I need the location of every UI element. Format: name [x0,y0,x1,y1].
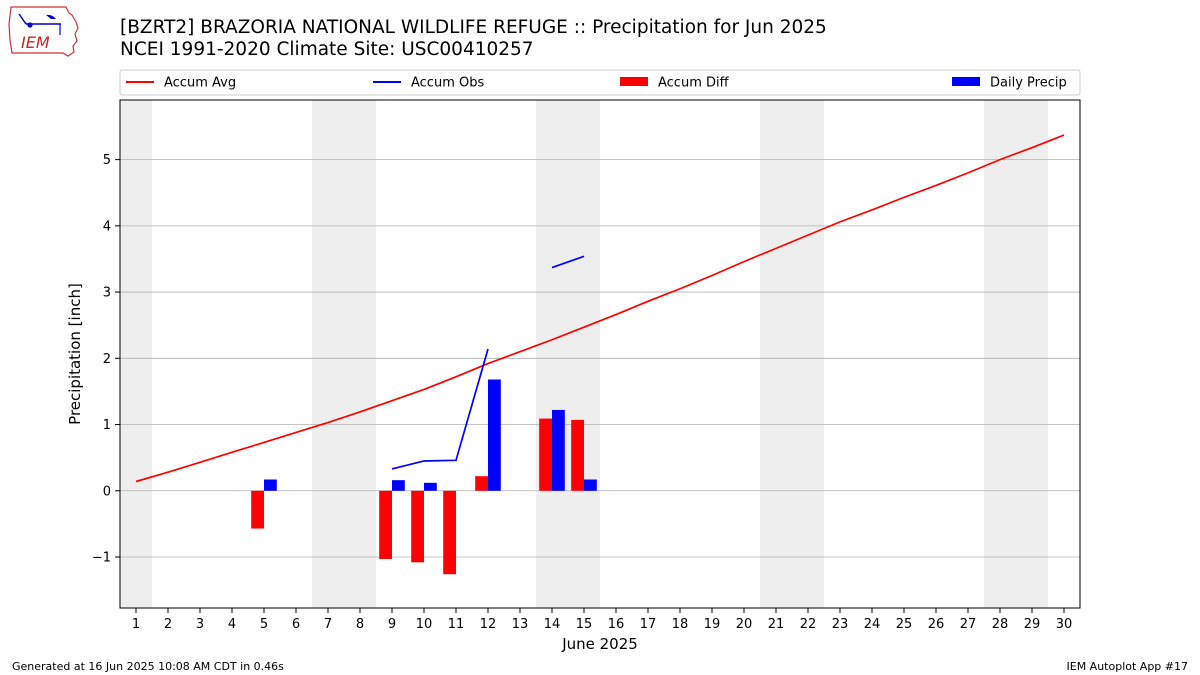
x-tick-label: 12 [480,617,497,632]
chart-subtitle: NCEI 1991-2020 Climate Site: USC00410257 [120,39,534,60]
accum-obs-line-segment-2 [551,255,585,269]
x-tick-label: 18 [672,617,689,632]
x-tick-label: 4 [228,617,236,632]
y-tick-label: 2 [103,352,111,367]
x-tick-label: 27 [960,617,977,632]
x-tick-label: 2 [164,617,172,632]
x-tick-label: 11 [448,617,465,632]
x-tick-label: 20 [736,617,753,632]
legend-entry-accum-avg: Accum Avg [126,76,236,91]
legend-entry-accum-diff: Accum Diff [620,76,730,91]
daily-precip-bar-day-12 [488,379,501,491]
app-credit: IEM Autoplot App #17 [1066,660,1189,673]
legend-label: Daily Precip [990,76,1067,91]
series-lines [135,134,1065,483]
legend: Accum Avg Accum Obs Accum Diff Daily Precip [119,69,1081,96]
weekend-band-day-14 [536,100,568,608]
x-tick-label: 19 [704,617,721,632]
legend-entry-daily-precip: Daily Precip [952,76,1067,91]
accum-diff-bar-day-10 [411,490,424,563]
x-tick-label: 8 [356,617,364,632]
y-tick-label: −1 [92,551,111,566]
y-tick-label: 3 [103,286,111,301]
weekend-band-day-8 [344,100,376,608]
weekend-shading [120,100,1048,608]
x-tick-label: 25 [896,617,913,632]
daily-precip-bar-day-9 [392,480,405,491]
x-tick-label: 13 [512,617,529,632]
x-tick-label: 26 [928,617,945,632]
legend-bar-swatch [620,77,648,86]
y-tick-label: 1 [103,418,111,433]
accum-diff-bar-day-14 [539,418,552,491]
legend-label: Accum Diff [658,76,730,91]
x-tick-label: 24 [864,617,881,632]
chart-title: [BZRT2] BRAZORIA NATIONAL WILDLIFE REFUG… [120,17,827,38]
x-tick-label: 1 [132,617,140,632]
x-tick-label: 22 [800,617,817,632]
x-tick-label: 30 [1056,617,1073,632]
generated-timestamp: Generated at 16 Jun 2025 10:08 AM CDT in… [12,660,284,673]
weekend-band-day-7 [312,100,344,608]
weekend-band-day-21 [760,100,792,608]
iowa-state-outline-icon: IEM [8,6,79,57]
daily-precip-bar-day-14 [552,409,565,491]
weekend-band-day-28 [984,100,1016,608]
weekend-band-day-29 [1016,100,1048,608]
daily-precip-bar-day-10 [424,482,437,491]
accum-diff-bar-day-11 [443,490,456,575]
x-tick-label: 10 [416,617,433,632]
legend-entry-accum-obs: Accum Obs [373,76,484,91]
accum-diff-bar-day-5 [251,490,264,529]
x-axis: 1 2 3 4 5 6 7 8 9 10 11 12 13 14 15 16 17 18 19 20 21 22 23 24 2… [132,608,1072,632]
bars [251,379,597,575]
gridlines [120,159,1080,558]
x-tick-label: 17 [640,617,657,632]
y-axis-label: Precipitation [inch] [66,283,84,425]
x-tick-label: 14 [544,617,561,632]
x-axis-label: June 2025 [561,635,638,653]
iem-logo: IEM [6,4,82,62]
y-tick-label: 5 [103,153,111,168]
x-tick-label: 3 [196,617,204,632]
weekend-band-day-22 [792,100,824,608]
accum-avg-line [135,134,1065,483]
legend-label: Accum Avg [164,76,236,91]
x-tick-label: 29 [1024,617,1041,632]
x-tick-label: 21 [768,617,785,632]
accum-diff-bar-day-12 [475,476,488,491]
legend-box [119,69,1081,96]
x-tick-label: 23 [832,617,849,632]
x-tick-label: 15 [576,617,593,632]
daily-precip-bar-day-15 [584,479,597,491]
accum-diff-bar-day-9 [379,490,392,559]
plot-frame [119,99,1081,609]
x-tick-label: 5 [260,617,268,632]
y-tick-label: 0 [103,484,111,499]
legend-bar-swatch [952,77,980,86]
accum-obs-line-segment-1 [391,348,489,470]
weekend-band-day-1 [120,100,152,608]
logo-text: IEM [21,33,50,52]
accum-diff-bar-day-15 [571,419,584,491]
weekend-band-day-15 [568,100,600,608]
x-tick-label: 9 [388,617,396,632]
daily-precip-bar-day-5 [264,479,277,491]
x-tick-label: 16 [608,617,625,632]
y-axis: −1 0 1 2 3 4 5 [92,153,120,566]
y-tick-label: 4 [103,219,111,234]
x-tick-label: 7 [324,617,332,632]
legend-label: Accum Obs [411,76,484,91]
x-tick-label: 28 [992,617,1009,632]
x-tick-label: 6 [292,617,300,632]
